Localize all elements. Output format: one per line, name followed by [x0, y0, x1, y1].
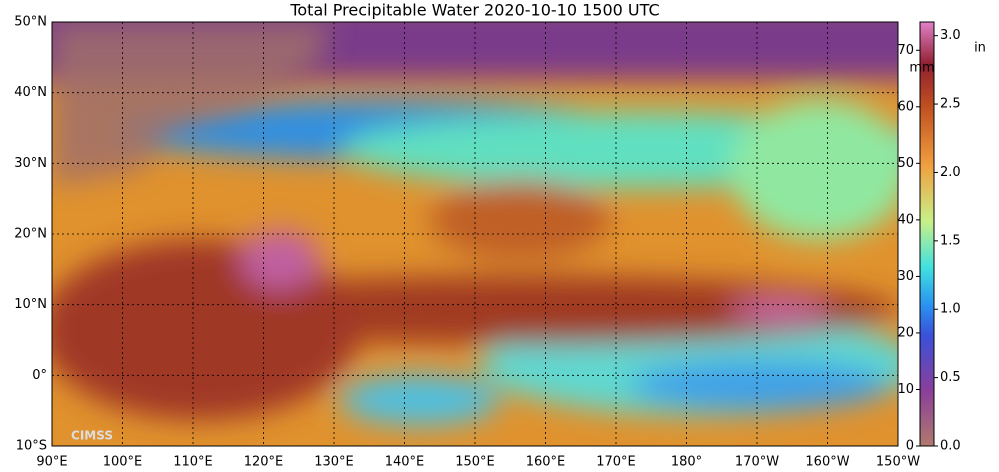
lat-label: 40°N	[14, 85, 47, 100]
mm-tick-label: 30	[897, 269, 914, 284]
lat-label: 20°N	[14, 227, 47, 242]
lat-label: 50°N	[14, 15, 47, 30]
lon-label: 100°E	[103, 455, 143, 470]
in-tick-label: 0.0	[940, 439, 961, 454]
in-tick-label: 0.5	[940, 370, 961, 385]
lat-label: 10°N	[14, 297, 47, 312]
lon-label: 160°E	[526, 455, 566, 470]
lat-label: 10°S	[16, 439, 47, 454]
lon-label: 120°E	[244, 455, 284, 470]
lon-label: 180°	[671, 455, 702, 470]
mm-tick-label: 10	[897, 382, 914, 397]
in-tick-label: 1.5	[940, 233, 961, 248]
lat-label: 0°	[32, 368, 47, 383]
lon-label: 150°E	[455, 455, 495, 470]
in-unit: in	[974, 41, 986, 56]
mm-unit: mm	[909, 61, 934, 76]
lon-label: 170°E	[596, 455, 636, 470]
tpw-field	[52, 22, 898, 446]
in-tick-label: 2.5	[940, 97, 961, 112]
lon-label: 130°E	[314, 455, 354, 470]
in-tick-label: 1.0	[940, 302, 961, 317]
in-tick-label: 2.0	[940, 165, 961, 180]
mm-tick-label: 50	[897, 156, 914, 171]
lon-label: 170°W	[735, 455, 779, 470]
logo: CIMSS	[71, 429, 113, 443]
mm-tick-label: 40	[897, 212, 914, 227]
in-tick-label: 3.0	[940, 28, 961, 43]
lon-label: 160°W	[805, 455, 849, 470]
colorbar	[919, 21, 935, 447]
mm-tick-label: 0	[906, 439, 914, 454]
title: Total Precipitable Water 2020-10-10 1500…	[289, 1, 659, 20]
lat-label: 30°N	[14, 156, 47, 171]
mm-tick-label: 20	[897, 325, 914, 340]
mm-tick-label: 70	[897, 43, 914, 58]
lon-label: 150°W	[876, 455, 920, 470]
lon-label: 110°E	[173, 455, 213, 470]
mm-tick-label: 60	[897, 99, 914, 114]
lon-label: 140°E	[385, 455, 425, 470]
lon-label: 90°E	[36, 455, 67, 470]
